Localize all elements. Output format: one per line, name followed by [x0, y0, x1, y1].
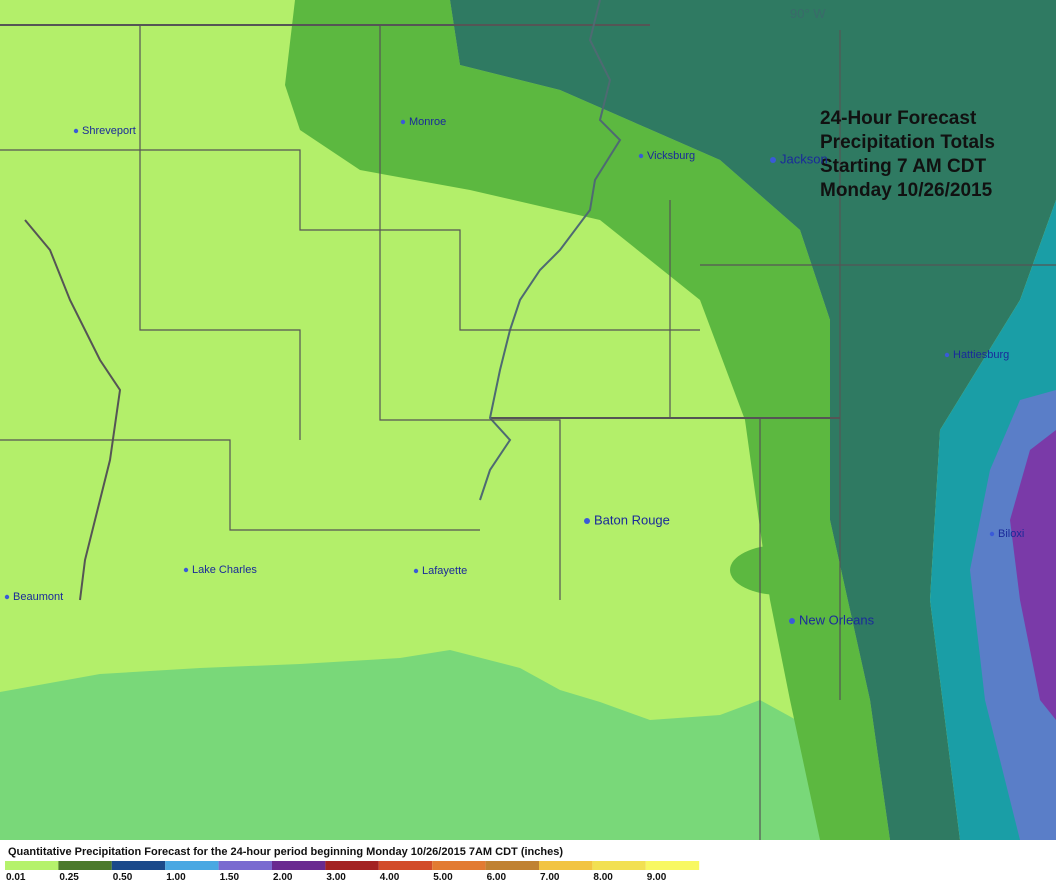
city-label: Hattiesburg: [953, 349, 1009, 361]
legend-label: 1.00: [166, 872, 186, 883]
precip-band-purple: [1010, 430, 1056, 720]
legend-swatch: [645, 861, 700, 870]
gulf-water: [0, 650, 850, 840]
city-label: Lake Charles: [192, 564, 257, 576]
precip-blob: [730, 545, 830, 595]
legend-swatch: [432, 861, 486, 870]
city-dot: [400, 119, 406, 125]
legend-label: 5.00: [433, 872, 453, 883]
legend-label: 6.00: [487, 872, 507, 883]
meridian-label: 90° W: [790, 6, 826, 21]
legend-swatch: [485, 861, 539, 870]
city-label: Beaumont: [13, 591, 63, 603]
legend-label: 3.00: [326, 872, 346, 883]
parish-line: [139, 25, 301, 440]
legend-label: 0.25: [59, 872, 79, 883]
city-dot: [989, 531, 995, 537]
city-label: Vicksburg: [647, 150, 695, 162]
city-dot: [638, 153, 644, 159]
legend-label: 8.00: [593, 872, 613, 883]
legend-label: 9.00: [647, 872, 667, 883]
precip-band-dark: [450, 0, 1056, 840]
legend-swatch: [592, 861, 646, 870]
legend-label: 0.01: [6, 872, 26, 883]
city-dot: [789, 618, 795, 624]
legend-swatch: [272, 861, 326, 870]
legend-label: 7.00: [540, 872, 560, 883]
legend-swatch: [378, 861, 433, 870]
legend-swatch: [58, 861, 112, 870]
city-dot: [944, 352, 950, 358]
state-border: [24, 219, 122, 601]
city-label: New Orleans: [799, 612, 875, 627]
map-title-line: 24-Hour Forecast: [820, 108, 977, 129]
legend-label: 0.50: [113, 872, 133, 883]
legend-label: 2.00: [273, 872, 293, 883]
legend-swatch: [218, 861, 272, 870]
legend-label: 4.00: [380, 872, 400, 883]
legend-swatch: [5, 861, 59, 870]
parish-line: [379, 25, 561, 600]
city-dot: [770, 157, 776, 163]
legend-caption: Quantitative Precipitation Forecast for …: [8, 846, 563, 858]
legend-swatch: [165, 861, 219, 870]
city-label: Lafayette: [422, 565, 467, 577]
legend-swatch: [539, 861, 593, 870]
city-label: Baton Rouge: [594, 512, 670, 527]
river: [479, 0, 622, 501]
city-dot: [4, 594, 10, 600]
legend-swatch: [325, 861, 379, 870]
legend-label: 1.50: [220, 872, 240, 883]
county-line: [669, 200, 761, 840]
precip-band-light: [285, 0, 890, 840]
legend-swatch: [111, 861, 166, 870]
city-label: Monroe: [409, 116, 446, 128]
city-dot: [73, 128, 79, 134]
city-label: Biloxi: [998, 528, 1024, 540]
city-label: Shreveport: [82, 125, 136, 137]
city-label: Jackson: [780, 151, 828, 166]
map-title-line: Monday 10/26/2015: [820, 180, 993, 201]
map-title-line: Precipitation Totals: [820, 132, 995, 153]
map-title-line: Starting 7 AM CDT: [820, 156, 986, 177]
parish-line: [0, 439, 480, 531]
city-dot: [183, 567, 189, 573]
city-dot: [584, 518, 590, 524]
city-dot: [413, 568, 419, 574]
